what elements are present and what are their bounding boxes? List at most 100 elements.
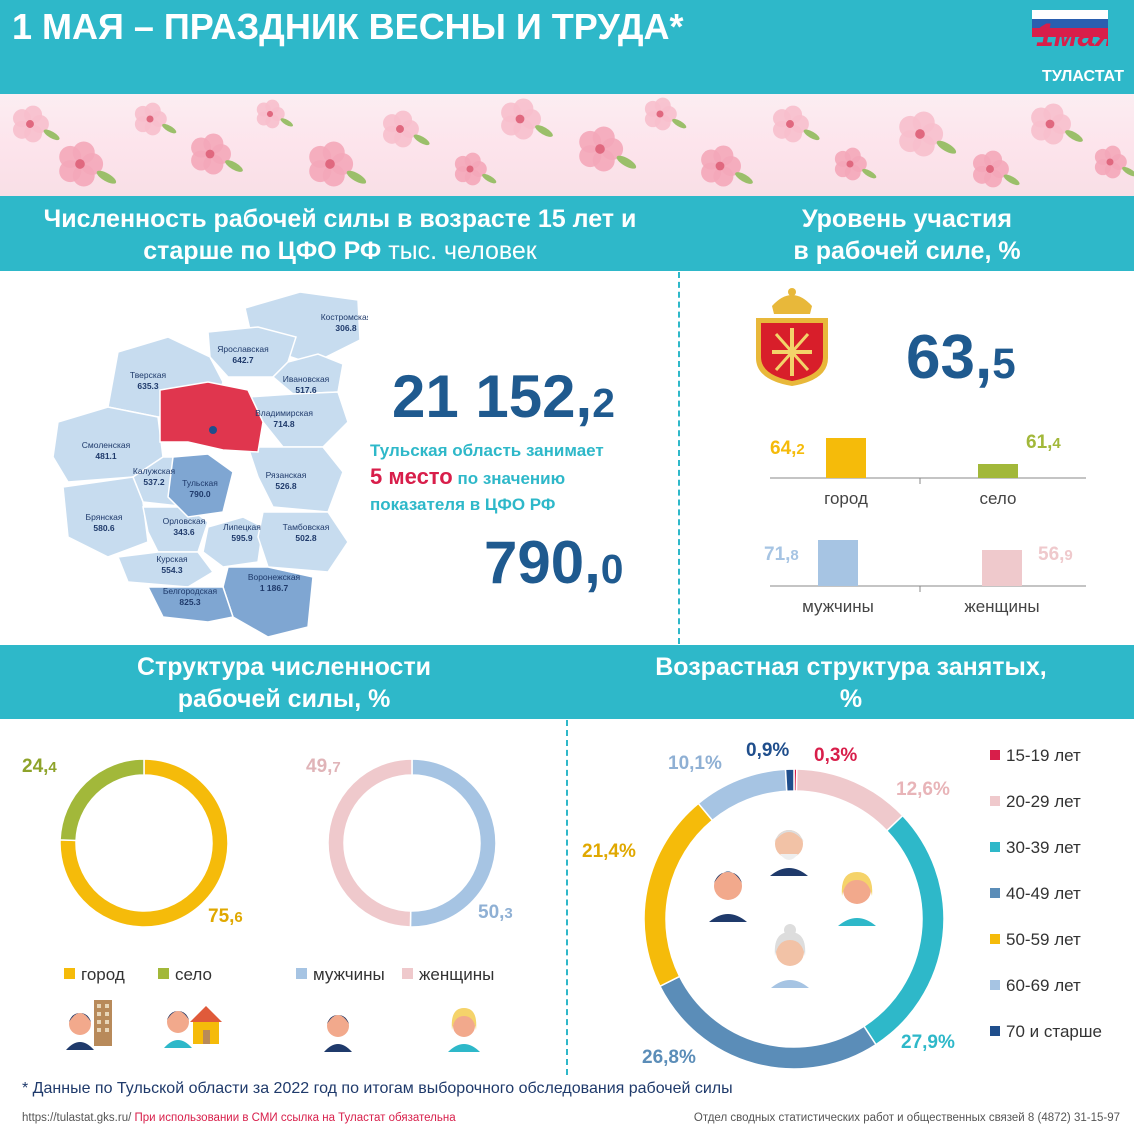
- map-region-value: 502.8: [295, 533, 317, 543]
- map-region-name: Ярославская: [217, 344, 269, 354]
- age-legend-item: 20-29 лет: [990, 792, 1130, 838]
- legend-women: женщины: [402, 965, 494, 985]
- legend-swatch: [990, 1026, 1000, 1036]
- map-region-value: 526.8: [275, 481, 297, 491]
- legend-swatch: [158, 968, 169, 979]
- participation-category: город: [824, 489, 868, 508]
- donut-value: 10,1%: [668, 753, 722, 774]
- legend-swatch: [64, 968, 75, 979]
- map-region-name: Владимирская: [255, 408, 313, 418]
- divider-1: [678, 272, 680, 644]
- map-region-value: 825.3: [179, 597, 201, 607]
- age-legend: 15-19 лет 20-29 лет 30-39 лет 40-49 лет 50-5…: [990, 746, 1130, 1068]
- participation-bar: [982, 550, 1022, 586]
- participation-value: 64,2: [770, 438, 805, 459]
- blossom-icon: [382, 110, 430, 148]
- participation-heading: Уровень участия в рабочей силе, %: [793, 205, 1021, 265]
- region-bryansk: [62, 476, 149, 558]
- participation-category: мужчины: [802, 597, 874, 616]
- source-url[interactable]: https://tulastat.gks.ru/: [22, 1112, 132, 1124]
- map-region-value: 481.1: [95, 451, 117, 461]
- legend-city: город: [64, 965, 125, 985]
- blossom-icon: [309, 141, 367, 187]
- map-region-value: 1 186.7: [260, 583, 289, 593]
- region-tambov: [257, 511, 349, 573]
- blossom-icon: [772, 105, 820, 143]
- tula-rank-note: Тульская область занимает 5 место по зна…: [370, 441, 604, 514]
- map-region-name: Тульская: [182, 478, 218, 488]
- legend-swatch: [990, 934, 1000, 944]
- young-man-icon: [709, 871, 747, 922]
- blossom-icon: [899, 111, 957, 157]
- participation-bar: [978, 464, 1018, 478]
- donut-segment: [784, 768, 795, 792]
- blossom-icon: [59, 141, 117, 187]
- region-tula: [167, 453, 234, 518]
- may-day-logo: 1мая: [1032, 10, 1108, 50]
- map-region-value: 517.6: [295, 385, 317, 395]
- map-region-name: Воронежская: [248, 572, 301, 582]
- legend-swatch: [296, 968, 307, 979]
- legend-swatch: [990, 980, 1000, 990]
- region-vladimir: [246, 391, 349, 448]
- donut-value: 12,6%: [896, 779, 950, 800]
- donut-value: 0,9%: [746, 740, 789, 761]
- blossom-icon: [501, 98, 553, 140]
- legend-swatch: [990, 842, 1000, 852]
- donut-value: 49,7: [306, 756, 341, 777]
- blossom-icon: [834, 147, 877, 181]
- blossom-icon: [191, 133, 243, 175]
- donut-value: 0,3%: [814, 745, 857, 766]
- structure-donuts: 75,6 24,4 50,3 49,7: [22, 756, 513, 928]
- header-bar: 1 МАЯ – ПРАЗДНИК ВЕСНЫ И ТРУДА* 1мая ТУЛ…: [0, 0, 1134, 94]
- participation-value: 71,8: [764, 544, 799, 565]
- tula-coat-of-arms-icon: [756, 288, 828, 386]
- region-moscow: [159, 381, 264, 453]
- legend-swatch: [990, 796, 1000, 806]
- region-kursk: [116, 551, 215, 588]
- footnote: * Данные по Тульской области за 2022 год…: [22, 1080, 733, 1097]
- structure-heading: Структура численности рабочей силы, %: [136, 653, 432, 713]
- map-region-name: Белгородская: [163, 586, 218, 596]
- source-warning: При использовании в СМИ ссылка на Туласт…: [131, 1112, 456, 1124]
- section-header-row2: Структура численности рабочей силы, % Во…: [0, 645, 1134, 719]
- tula-total: 790,0: [484, 529, 624, 596]
- region-lipetsk: [202, 516, 264, 568]
- legend-swatch: [990, 750, 1000, 760]
- map-region-name: Липецкая: [223, 522, 261, 532]
- map-region-value: 306.8: [335, 323, 357, 333]
- region-belgorod: [146, 586, 234, 623]
- donut-value: 21,4%: [582, 841, 636, 862]
- blossom-icon: [644, 97, 687, 131]
- participation-bars: 64,2 город 61,4 село 71,8 мужчины 56,9 женщины: [764, 432, 1086, 616]
- age-legend-item: 15-19 лет: [990, 746, 1130, 792]
- map-region-name: Ивановская: [283, 374, 330, 384]
- map-region-name: Смоленская: [82, 440, 131, 450]
- map-region-value: 595.9: [231, 533, 253, 543]
- donut-value: 24,4: [22, 756, 57, 777]
- age-legend-item: 70 и старше: [990, 1022, 1130, 1068]
- map-region-name: Калужская: [133, 466, 176, 476]
- donut-segment: [697, 768, 788, 822]
- legend-swatch: [990, 888, 1000, 898]
- contact-line: Отдел сводных статистических работ и общ…: [693, 1112, 1120, 1124]
- city-worker-icon: [66, 1000, 112, 1050]
- map-region-value: 635.3: [137, 381, 159, 391]
- donut-segment: [795, 768, 904, 832]
- map-region-name: Тверская: [130, 370, 167, 380]
- participation-value: 56,9: [1038, 544, 1073, 565]
- map-region-name: Орловская: [163, 516, 206, 526]
- man-icon: [324, 1015, 352, 1052]
- donut-value: 50,3: [478, 902, 513, 923]
- donut-segment: [643, 802, 714, 988]
- participation-total: 63,5: [906, 323, 1016, 392]
- moscow-city-dot: [209, 426, 217, 434]
- map-region-name: Костромская: [321, 312, 368, 322]
- map-region-value: 537.2: [143, 477, 165, 487]
- cfo-total: 21 152,2: [392, 363, 615, 430]
- participation-bar: [818, 540, 858, 586]
- people-icons: [66, 1000, 480, 1052]
- blossom-icon: [1094, 145, 1134, 179]
- floral-banner: [0, 94, 1134, 196]
- blossom-icon: [454, 152, 497, 186]
